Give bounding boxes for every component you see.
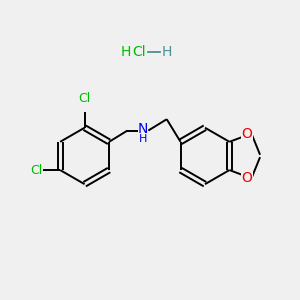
Text: Cl: Cl xyxy=(30,164,42,177)
Text: O: O xyxy=(241,171,252,185)
Text: H: H xyxy=(121,45,131,59)
Text: Cl: Cl xyxy=(79,92,91,104)
Text: O: O xyxy=(241,127,252,140)
Text: N: N xyxy=(138,122,148,136)
Text: Cl: Cl xyxy=(132,45,146,59)
Text: H: H xyxy=(162,45,172,59)
Text: H: H xyxy=(140,134,148,144)
